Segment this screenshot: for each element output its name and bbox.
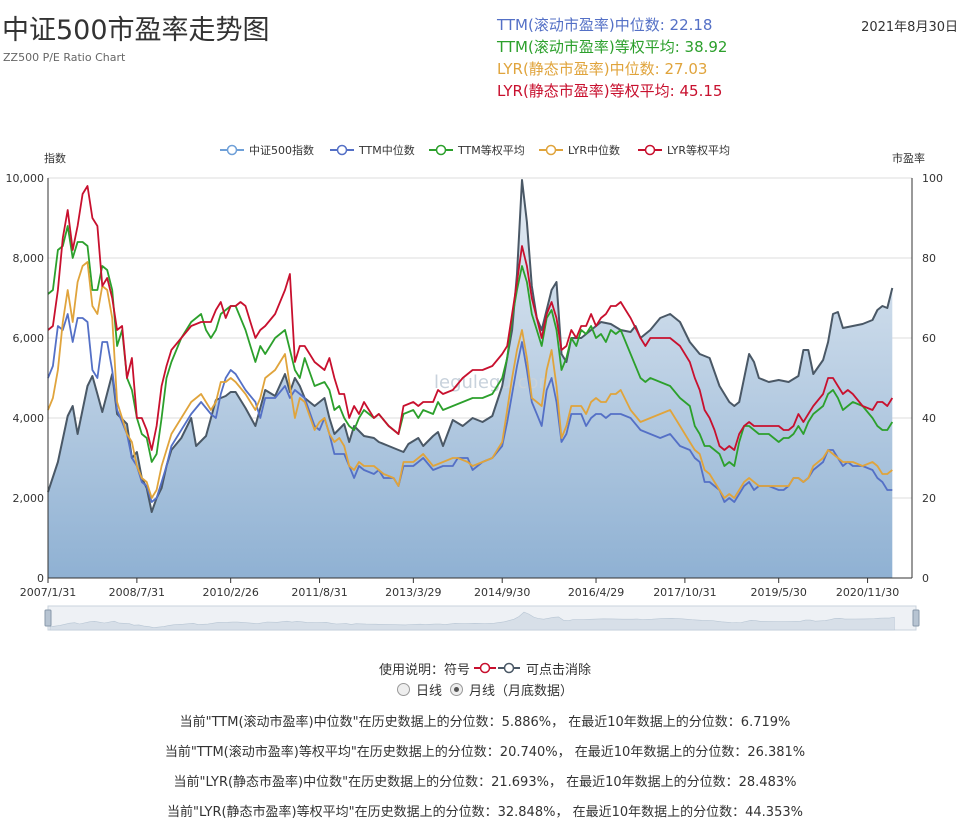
y-left-tick-label: 10,000 (6, 172, 45, 185)
radio-monthly-label: 月线（月底数据） (469, 683, 574, 699)
percentile-lyr-median: 当前"LYR(静态市盈率)中位数"在历史数据上的分位数：21.693%， 在最近… (173, 775, 797, 790)
legend-symbol-icon (474, 662, 520, 674)
legend-marker-icon (336, 144, 348, 156)
legend-item-4[interactable]: LYR等权平均 (638, 143, 730, 157)
y-right-tick-label: 60 (922, 332, 936, 345)
usage-note: 使用说明：符号 可点击消除 (0, 658, 970, 678)
x-tick-label: 2014/9/30 (474, 586, 530, 599)
legend-marker-icon (226, 144, 238, 156)
x-tick-label: 2019/5/30 (750, 586, 806, 599)
legend-label: TTM中位数 (358, 143, 415, 157)
legend-item-2[interactable]: TTM等权平均 (429, 143, 525, 157)
y-right-tick-label: 20 (922, 492, 936, 505)
x-tick-label: 2010/2/26 (202, 586, 258, 599)
y-left-tick-label: 8,000 (13, 252, 45, 265)
pe-chart: legulegu.com 02,0004,0006,0008,00010,000… (6, 143, 943, 631)
radio-daily-dot[interactable] (396, 682, 410, 696)
y-right-label: 市盈率 (892, 151, 925, 165)
range-slider-handle-right[interactable] (912, 609, 920, 627)
percentile-list: 当前"TTM(滚动市盈率)中位数"在历史数据上的分位数：5.886%， 在最近1… (0, 708, 970, 828)
usage-suffix: 可点击消除 (526, 662, 592, 678)
series-line-3 (47, 261, 893, 499)
y-right-tick-label: 80 (922, 252, 936, 265)
x-tick-label: 2008/7/31 (109, 586, 165, 599)
series-line-2 (47, 225, 894, 467)
legend-marker-icon (545, 144, 557, 156)
percentile-ttm-mean: 当前"TTM(滚动市盈率)等权平均"在历史数据上的分位数：20.740%， 在最… (164, 745, 806, 760)
stat-ttm-mean: TTM(滚动市盈率)等权平均: 38.92 (497, 38, 728, 56)
series-line-4 (47, 185, 894, 451)
y-right-tick-label: 100 (922, 172, 943, 185)
y-left-tick-label: 4,000 (13, 412, 45, 425)
legend-item-1[interactable]: TTM中位数 (330, 143, 415, 157)
y-right-tick-label: 40 (922, 412, 936, 425)
stat-lyr-median: LYR(静态市盈率)中位数: 27.03 (497, 60, 708, 78)
y-left-label: 指数 (44, 151, 66, 165)
stats-panel: TTM(滚动市盈率)中位数: 22.18 TTM(滚动市盈率)等权平均: 38.… (497, 14, 727, 102)
percentile-ttm-median: 当前"TTM(滚动市盈率)中位数"在历史数据上的分位数：5.886%， 在最近1… (179, 715, 791, 730)
legend-item-3[interactable]: LYR中位数 (539, 143, 620, 157)
legend-marker-icon (435, 144, 447, 156)
usage-prefix: 使用说明：符号 (378, 662, 470, 678)
range-slider[interactable] (44, 605, 920, 631)
y-right-tick-label: 0 (922, 572, 929, 585)
page-title: 中证500市盈率走势图 (2, 15, 270, 46)
radio-monthly-dot[interactable] (450, 682, 463, 696)
stat-ttm-median: TTM(滚动市盈率)中位数: 22.18 (497, 16, 713, 34)
page-subtitle: ZZ500 P/E Ratio Chart (3, 51, 126, 64)
x-tick-label: 2016/4/29 (568, 586, 624, 599)
x-tick-label: 2011/8/31 (291, 586, 347, 599)
range-slider-preview (49, 611, 895, 631)
legend-label: 中证500指数 (249, 143, 314, 157)
percentile-lyr-mean: 当前"LYR(静态市盈率)等权平均"在历史数据上的分位数：32.848%， 在最… (167, 805, 803, 820)
legend-label: LYR等权平均 (667, 143, 730, 157)
notes-panel: 使用说明：符号 可点击消除 日线 月线（月底数据） 当前"TTM(滚动市盈率)中… (0, 658, 970, 828)
legend-marker-icon (644, 144, 656, 156)
radio-monthly[interactable]: 月线（月底数据） (450, 680, 573, 699)
series-area-zz500 (48, 180, 893, 578)
y-left-tick-label: 2,000 (13, 492, 45, 505)
y-left-tick-label: 6,000 (13, 332, 45, 345)
x-tick-label: 2007/1/31 (20, 586, 76, 599)
range-slider-handle-left[interactable] (44, 609, 52, 627)
x-tick-label: 2020/11/30 (836, 586, 899, 599)
radio-daily-label: 日线 (415, 683, 442, 699)
radio-daily[interactable]: 日线 (396, 680, 442, 699)
legend-item-0[interactable]: 中证500指数 (220, 143, 314, 157)
stat-lyr-mean: LYR(静态市盈率)等权平均: 45.15 (497, 82, 723, 100)
legend-label: TTM等权平均 (457, 143, 525, 157)
x-tick-label: 2017/10/31 (653, 586, 716, 599)
series-line-1 (47, 313, 893, 503)
x-tick-label: 2013/3/29 (385, 586, 441, 599)
y-left-tick-label: 0 (37, 572, 44, 585)
frequency-radio-group: 日线 月线（月底数据） (0, 678, 970, 700)
legend-label: LYR中位数 (568, 143, 620, 157)
date-label: 2021年8月30日 (861, 20, 958, 35)
